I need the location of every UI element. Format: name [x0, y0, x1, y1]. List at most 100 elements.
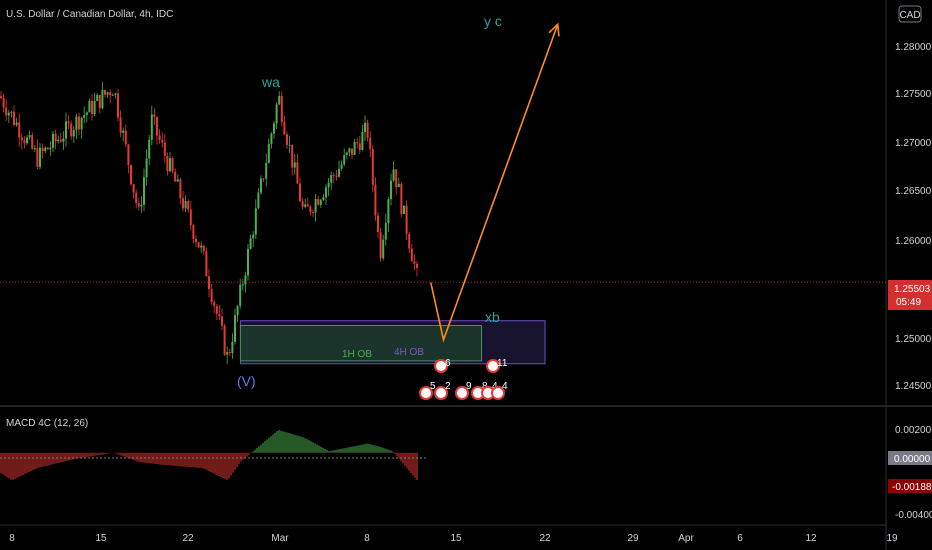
candle-down [13, 111, 15, 126]
candle-down [156, 117, 158, 136]
candle-down [132, 184, 135, 193]
candle-down [312, 212, 314, 214]
candle-up [62, 138, 65, 142]
event-flag[interactable]: 6 [434, 358, 451, 373]
candle-up [148, 139, 151, 159]
candle-up [273, 123, 275, 134]
candle-down [179, 179, 182, 199]
candle-up [244, 275, 247, 285]
candle-down [223, 325, 226, 355]
candle-down [130, 165, 132, 185]
candle-down [54, 133, 57, 142]
candle-down [358, 143, 361, 150]
candle-down [221, 316, 223, 326]
candle-up [257, 192, 260, 209]
wave-label-xb[interactable]: xb [485, 309, 500, 325]
candle-down [117, 93, 119, 118]
projection-arrow[interactable] [430, 22, 560, 343]
candle-down [262, 178, 265, 180]
candles [0, 81, 418, 364]
candle-up [397, 183, 400, 188]
candle-up [231, 341, 234, 354]
candle-down [335, 175, 338, 177]
candle-up [236, 306, 239, 316]
candle-down [395, 169, 398, 188]
candle-up [15, 122, 18, 126]
candle-up [254, 208, 257, 235]
candle-down [228, 352, 231, 354]
event-badges[interactable]: 6 11 5 2 9 8 4 4 [419, 358, 508, 400]
candle-down [286, 134, 288, 145]
flag-count: 11 [497, 358, 508, 369]
candle-down [413, 261, 416, 264]
candle-down [332, 174, 335, 176]
candle-up [200, 245, 203, 248]
event-flag[interactable]: 11 [486, 358, 508, 373]
countdown-timer: 05:49 [896, 297, 921, 308]
time-label: 22 [182, 533, 194, 544]
candle-down [369, 137, 372, 150]
candle-up [353, 142, 356, 155]
event-flag[interactable]: 9 [455, 381, 472, 400]
candle-up [145, 158, 148, 178]
candle-up [88, 100, 91, 113]
candle-down [187, 201, 190, 210]
time-label: 19 [886, 533, 898, 544]
candle-up [267, 143, 270, 163]
candle-up [96, 94, 99, 101]
candle-down [158, 135, 161, 140]
time-axis[interactable]: 8 15 22 Mar 8 15 22 29 Apr 6 12 19 [9, 533, 898, 544]
flag-count: 5 [430, 381, 436, 392]
candle-down [299, 183, 301, 202]
wave-label-yc[interactable]: y c [484, 13, 502, 29]
candle-down [119, 117, 122, 133]
candle-down [366, 122, 369, 138]
candle-down [5, 107, 8, 116]
candle-up [93, 100, 96, 115]
candle-down [174, 171, 177, 182]
candle-down [127, 144, 130, 166]
currency-badge[interactable] [898, 5, 922, 23]
candle-up [33, 148, 36, 150]
macd-zero-value: 0.00000 [894, 454, 931, 465]
candle-up [340, 164, 343, 169]
price-tick: 1.27500 [895, 89, 932, 100]
time-label: 8 [364, 533, 370, 544]
candle-down [197, 242, 200, 248]
candle-down [189, 209, 192, 226]
time-label: Apr [678, 533, 694, 544]
projection-path[interactable] [430, 24, 559, 343]
wave-label-v[interactable]: (V) [237, 373, 256, 389]
candle-up [26, 137, 28, 144]
candle-down [205, 251, 208, 277]
candle-down [379, 232, 382, 259]
candle-up [57, 139, 60, 142]
candle-down [0, 96, 2, 99]
wave-label-wa[interactable]: wa [261, 74, 280, 90]
candle-up [52, 133, 54, 148]
candle-up [101, 90, 104, 109]
candle-up [327, 182, 330, 188]
event-flag[interactable]: 4 [491, 381, 508, 400]
candle-down [67, 121, 70, 124]
macd-histogram [0, 430, 418, 481]
event-flag[interactable]: 5 [419, 381, 436, 400]
candle-down [301, 201, 304, 207]
event-flag[interactable]: 2 [434, 381, 451, 400]
candle-up [65, 121, 67, 139]
candle-down [351, 148, 353, 155]
candle-down [153, 114, 156, 118]
candle-up [176, 179, 179, 182]
candle-down [296, 162, 299, 184]
candle-up [361, 131, 364, 150]
candle-down [109, 92, 112, 96]
flag-count: 2 [445, 381, 451, 392]
macd-axis[interactable]: 0.00200 -0.00400 [895, 425, 932, 521]
time-label: 12 [805, 533, 817, 544]
flag-count: 4 [502, 381, 508, 392]
price-axis[interactable]: 1.28000 1.27500 1.27000 1.26500 1.26000 … [895, 42, 932, 392]
candle-up [28, 135, 31, 138]
macd-zero-badge [888, 451, 932, 465]
candle-down [416, 263, 418, 268]
